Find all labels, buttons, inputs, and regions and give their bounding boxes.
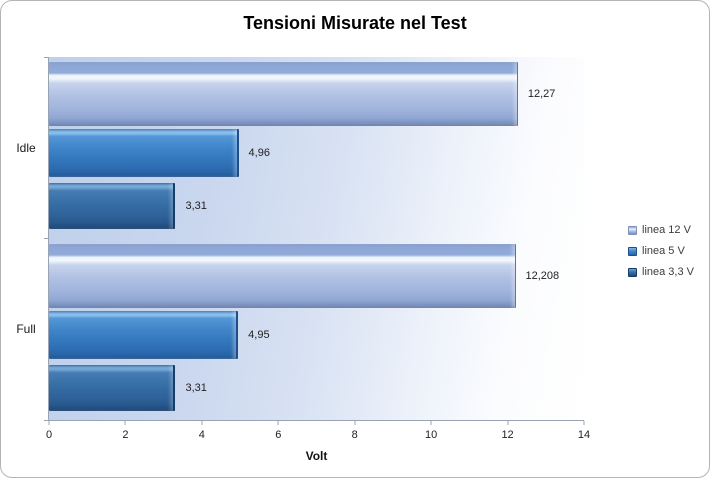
x-axis-tick-label: 8 — [351, 429, 358, 441]
bar-value-label: 3,31 — [185, 381, 207, 394]
bar-row: 3,31 — [49, 364, 584, 411]
bar-linea-3-3-v-full — [49, 364, 176, 411]
x-axis-tick-label: 4 — [198, 429, 205, 441]
x-axis-tick-label: 2 — [122, 429, 129, 441]
bar-linea-5-v-idle — [49, 129, 239, 177]
bar-linea-12-v-idle — [49, 62, 518, 126]
bar-value-label: 4,95 — [248, 328, 270, 341]
x-axis-tick-label: 6 — [275, 429, 282, 441]
bar-row: 4,95 — [49, 310, 584, 359]
legend-label: linea 3,3 V — [642, 266, 694, 278]
legend: linea 12 V linea 5 V linea 3,3 V — [628, 224, 694, 278]
x-axis-tick — [430, 421, 432, 425]
y-axis-tick — [44, 57, 48, 58]
legend-item-linea-12-v: linea 12 V — [628, 224, 694, 236]
bar-group-full: Full 12,208 4,95 3,31 — [16, 239, 584, 421]
legend-item-linea-3-3-v: linea 3,3 V — [628, 266, 694, 278]
y-axis-line — [48, 57, 49, 421]
chart-title: Tensioni Misurate nel Test — [243, 13, 467, 33]
x-axis-tick — [124, 421, 126, 425]
bar-linea-3-3-v-idle — [49, 183, 176, 229]
bar-row: 4,96 — [49, 129, 584, 177]
bar-linea-5-v-full — [49, 310, 239, 359]
x-axis-tick — [354, 421, 356, 425]
legend-label: linea 5 V — [642, 245, 685, 257]
bar-value-label: 12,208 — [525, 269, 560, 282]
x-axis-tick-label: 14 — [577, 429, 591, 441]
x-axis-title: Volt — [305, 449, 328, 463]
x-axis-tick — [277, 421, 279, 425]
bar-row: 3,31 — [49, 183, 584, 229]
x-axis-tick-label: 12 — [501, 429, 514, 441]
plot-area: Idle 12,27 4,96 3,31 Full 12,208 4,95 3,31 — [16, 57, 584, 421]
bar-value-label: 3,31 — [185, 200, 207, 212]
x-axis-line — [48, 420, 584, 421]
bar-row: 12,208 — [49, 243, 584, 308]
x-axis-tick — [201, 421, 203, 425]
legend-item-linea-5-v: linea 5 V — [628, 245, 694, 257]
bar-row: 12,27 — [49, 62, 584, 126]
x-axis-tick — [48, 421, 50, 425]
legend-marker-icon — [628, 267, 637, 277]
x-axis-tick-label: 10 — [425, 429, 438, 441]
bar-value-label: 12,27 — [527, 88, 556, 100]
category-label: Idle — [16, 140, 36, 155]
legend-label: linea 12 V — [642, 224, 691, 236]
legend-marker-icon — [628, 225, 637, 235]
bar-value-label: 4,96 — [248, 147, 270, 159]
x-axis-tick — [507, 421, 509, 425]
legend-marker-icon — [628, 246, 637, 256]
x-axis: 0 2 4 6 8 10 12 14 — [45, 420, 590, 464]
x-axis-tick — [583, 421, 585, 425]
bar-linea-12-v-full — [49, 243, 516, 308]
y-axis-tick — [44, 238, 48, 239]
bar-group-idle: Idle 12,27 4,96 3,31 — [16, 57, 584, 239]
category-label: Full — [16, 322, 36, 337]
x-axis-tick-label: 0 — [45, 429, 53, 441]
y-axis-tick — [44, 420, 48, 421]
